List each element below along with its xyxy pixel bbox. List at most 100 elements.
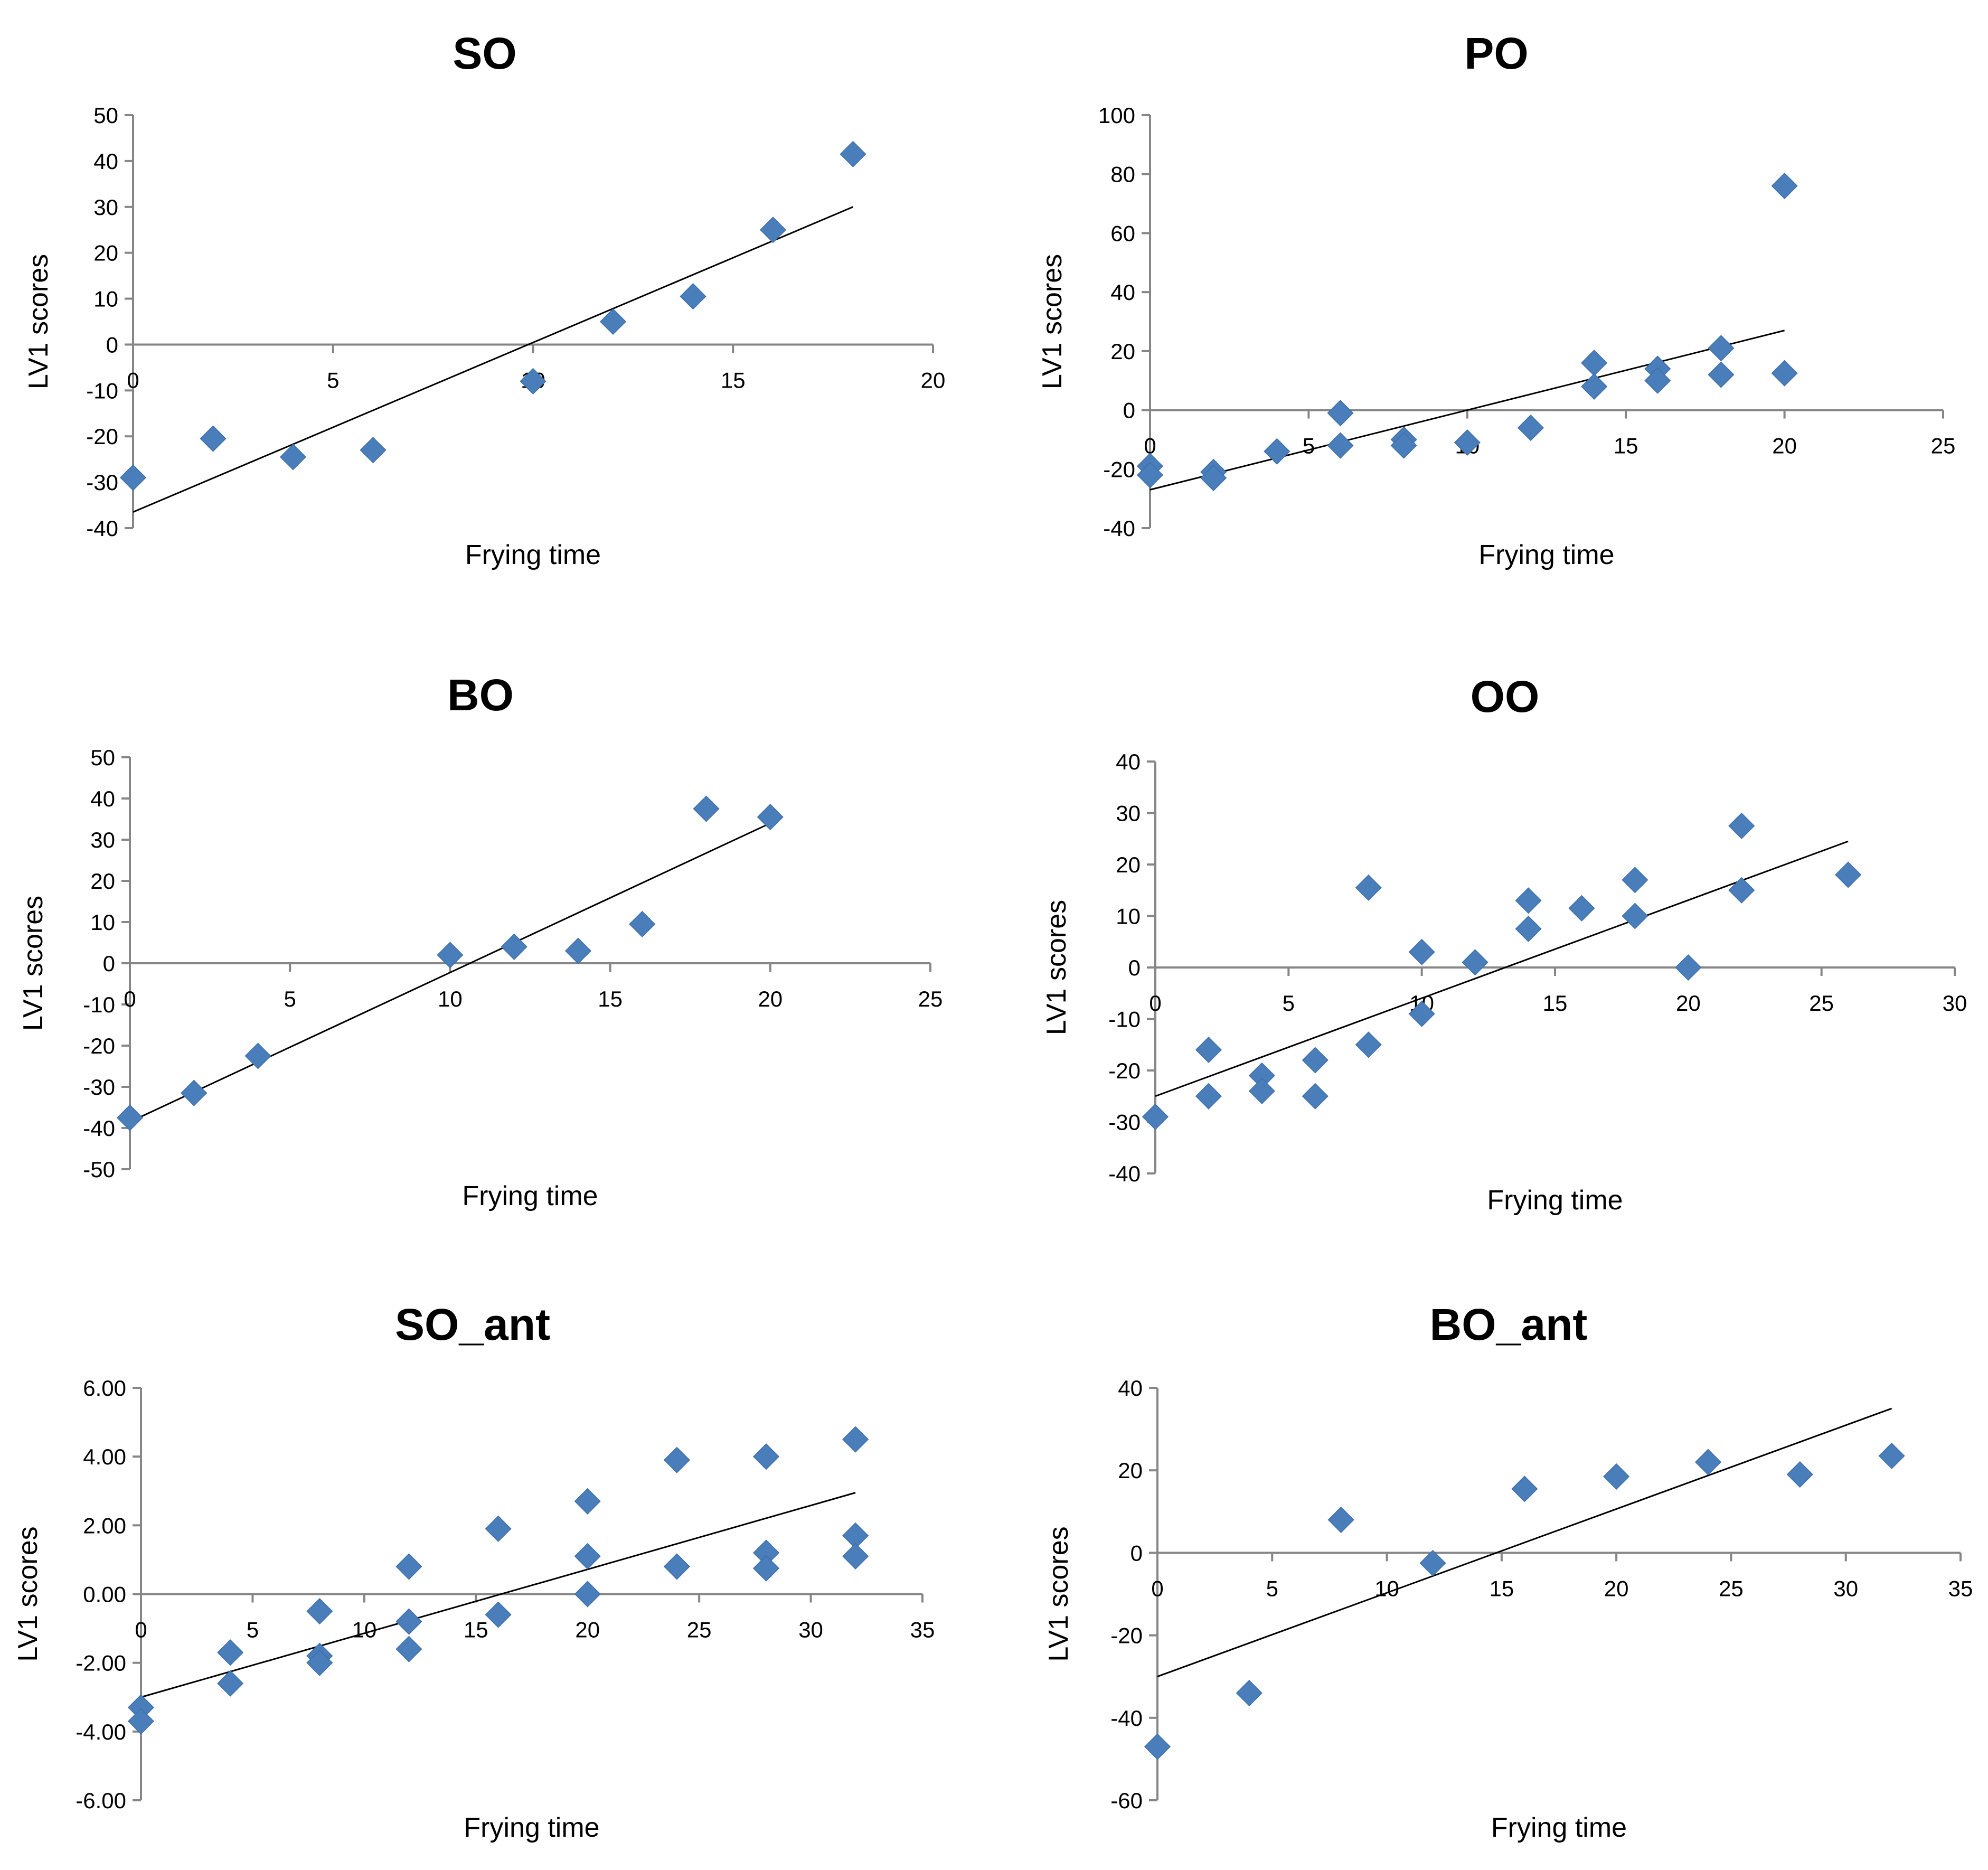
x-tick-label: 35	[1948, 1576, 1973, 1601]
chart-title: BO	[447, 670, 514, 720]
y-tick-label: 50	[93, 103, 118, 128]
data-point	[279, 444, 307, 471]
data-point	[1515, 915, 1542, 942]
y-axis-label: LV1 scores	[23, 254, 54, 389]
y-tick-label: -50	[83, 1157, 115, 1182]
data-point	[395, 1553, 422, 1580]
y-tick-label: 20	[1116, 852, 1141, 877]
x-tick-label: 20	[575, 1618, 600, 1642]
y-tick-label: -2.00	[76, 1651, 126, 1676]
data-point	[1236, 1679, 1262, 1707]
y-tick-label: -20	[86, 424, 118, 449]
data-point	[395, 1608, 422, 1635]
data-point	[574, 1581, 601, 1608]
data-point	[1355, 1031, 1382, 1058]
y-tick-label: -20	[1108, 1058, 1141, 1083]
y-tick-label: 40	[1116, 749, 1141, 774]
y-tick-label: -40	[1103, 516, 1135, 541]
y-tick-label: 0	[103, 951, 115, 976]
x-tick-label: 25	[1809, 991, 1834, 1016]
data-point	[1302, 1083, 1329, 1110]
data-point	[306, 1598, 333, 1625]
x-tick-label: 15	[1489, 1576, 1514, 1601]
y-tick-label: 20	[93, 241, 118, 266]
y-tick-label: -10	[86, 378, 118, 403]
x-tick-label: 5	[327, 368, 339, 392]
y-tick-label: 0.00	[83, 1582, 126, 1607]
x-tick-label: 0	[1151, 1576, 1163, 1601]
trend-line	[133, 206, 854, 513]
data-point	[840, 140, 866, 167]
data-point	[680, 283, 706, 310]
data-point	[1302, 1047, 1329, 1074]
y-tick-label: 30	[93, 195, 118, 220]
data-point	[360, 437, 387, 464]
chart-title: SO	[453, 29, 516, 78]
data-point	[119, 464, 147, 491]
x-tick-label: 0	[124, 986, 136, 1011]
data-point	[752, 1443, 780, 1470]
x-tick-label: 20	[1772, 434, 1797, 458]
x-axis-label: Frying time	[1487, 1185, 1623, 1216]
x-tick-label: 25	[1719, 1576, 1744, 1601]
chart-panel-oo: OO-40-30-20-10010203040051015202530Fryin…	[1041, 672, 1967, 1216]
y-tick-label: -30	[86, 470, 118, 495]
data-point	[693, 795, 720, 822]
data-point	[1771, 360, 1798, 387]
x-axis-label: Frying time	[1478, 540, 1614, 570]
chart-title: SO_ant	[395, 1300, 550, 1349]
x-tick-label: 10	[1374, 1576, 1399, 1601]
data-point	[1786, 1461, 1813, 1488]
x-tick-label: 30	[798, 1618, 823, 1642]
y-tick-label: 80	[1110, 162, 1135, 187]
data-point	[437, 942, 464, 969]
y-tick-label: -60	[1110, 1788, 1143, 1813]
y-tick-label: -6.00	[76, 1788, 126, 1813]
data-point	[1728, 877, 1755, 904]
x-tick-label: 15	[598, 986, 623, 1011]
x-tick-label: 10	[438, 986, 463, 1011]
data-point	[1878, 1442, 1905, 1469]
y-tick-label: 10	[1116, 904, 1141, 929]
data-point	[127, 1708, 155, 1735]
data-point	[1835, 861, 1862, 888]
data-point	[1419, 1549, 1446, 1576]
data-point	[116, 1104, 144, 1131]
y-axis-label: LV1 scores	[1043, 1526, 1074, 1661]
y-tick-label: 60	[1110, 221, 1135, 246]
data-point	[1327, 432, 1354, 459]
data-point	[306, 1649, 333, 1676]
y-tick-label: 20	[90, 869, 115, 894]
data-point	[1200, 464, 1227, 492]
y-tick-label: -40	[86, 516, 118, 541]
x-axis-label: Frying time	[465, 540, 601, 570]
y-tick-label: -30	[83, 1075, 115, 1100]
x-tick-label: 0	[1149, 991, 1161, 1016]
data-point	[1694, 1449, 1722, 1476]
x-tick-label: 30	[1833, 1576, 1858, 1601]
data-point	[1675, 954, 1702, 981]
x-tick-label: 30	[1943, 991, 1967, 1016]
data-point	[1195, 1036, 1222, 1064]
trend-line	[1155, 840, 1849, 1097]
x-axis-label: Frying time	[464, 1812, 599, 1843]
y-tick-label: 30	[90, 828, 115, 852]
data-point	[1195, 1083, 1222, 1110]
data-point	[485, 1601, 512, 1628]
x-tick-label: 20	[921, 368, 946, 392]
data-point	[1581, 350, 1608, 377]
x-tick-label: 5	[284, 986, 296, 1011]
data-point	[1248, 1077, 1275, 1105]
y-tick-label: -20	[1103, 457, 1135, 482]
trend-line	[1157, 1407, 1892, 1678]
data-point	[1142, 1103, 1169, 1130]
data-point	[1144, 1733, 1171, 1760]
x-tick-label: 0	[135, 1618, 147, 1642]
data-point	[1454, 429, 1481, 456]
data-point	[217, 1639, 244, 1666]
y-tick-label: 0	[1123, 398, 1135, 423]
trend-line	[1150, 330, 1785, 491]
data-point	[1390, 432, 1417, 459]
trend-line	[140, 1492, 856, 1698]
data-point	[1355, 874, 1382, 901]
